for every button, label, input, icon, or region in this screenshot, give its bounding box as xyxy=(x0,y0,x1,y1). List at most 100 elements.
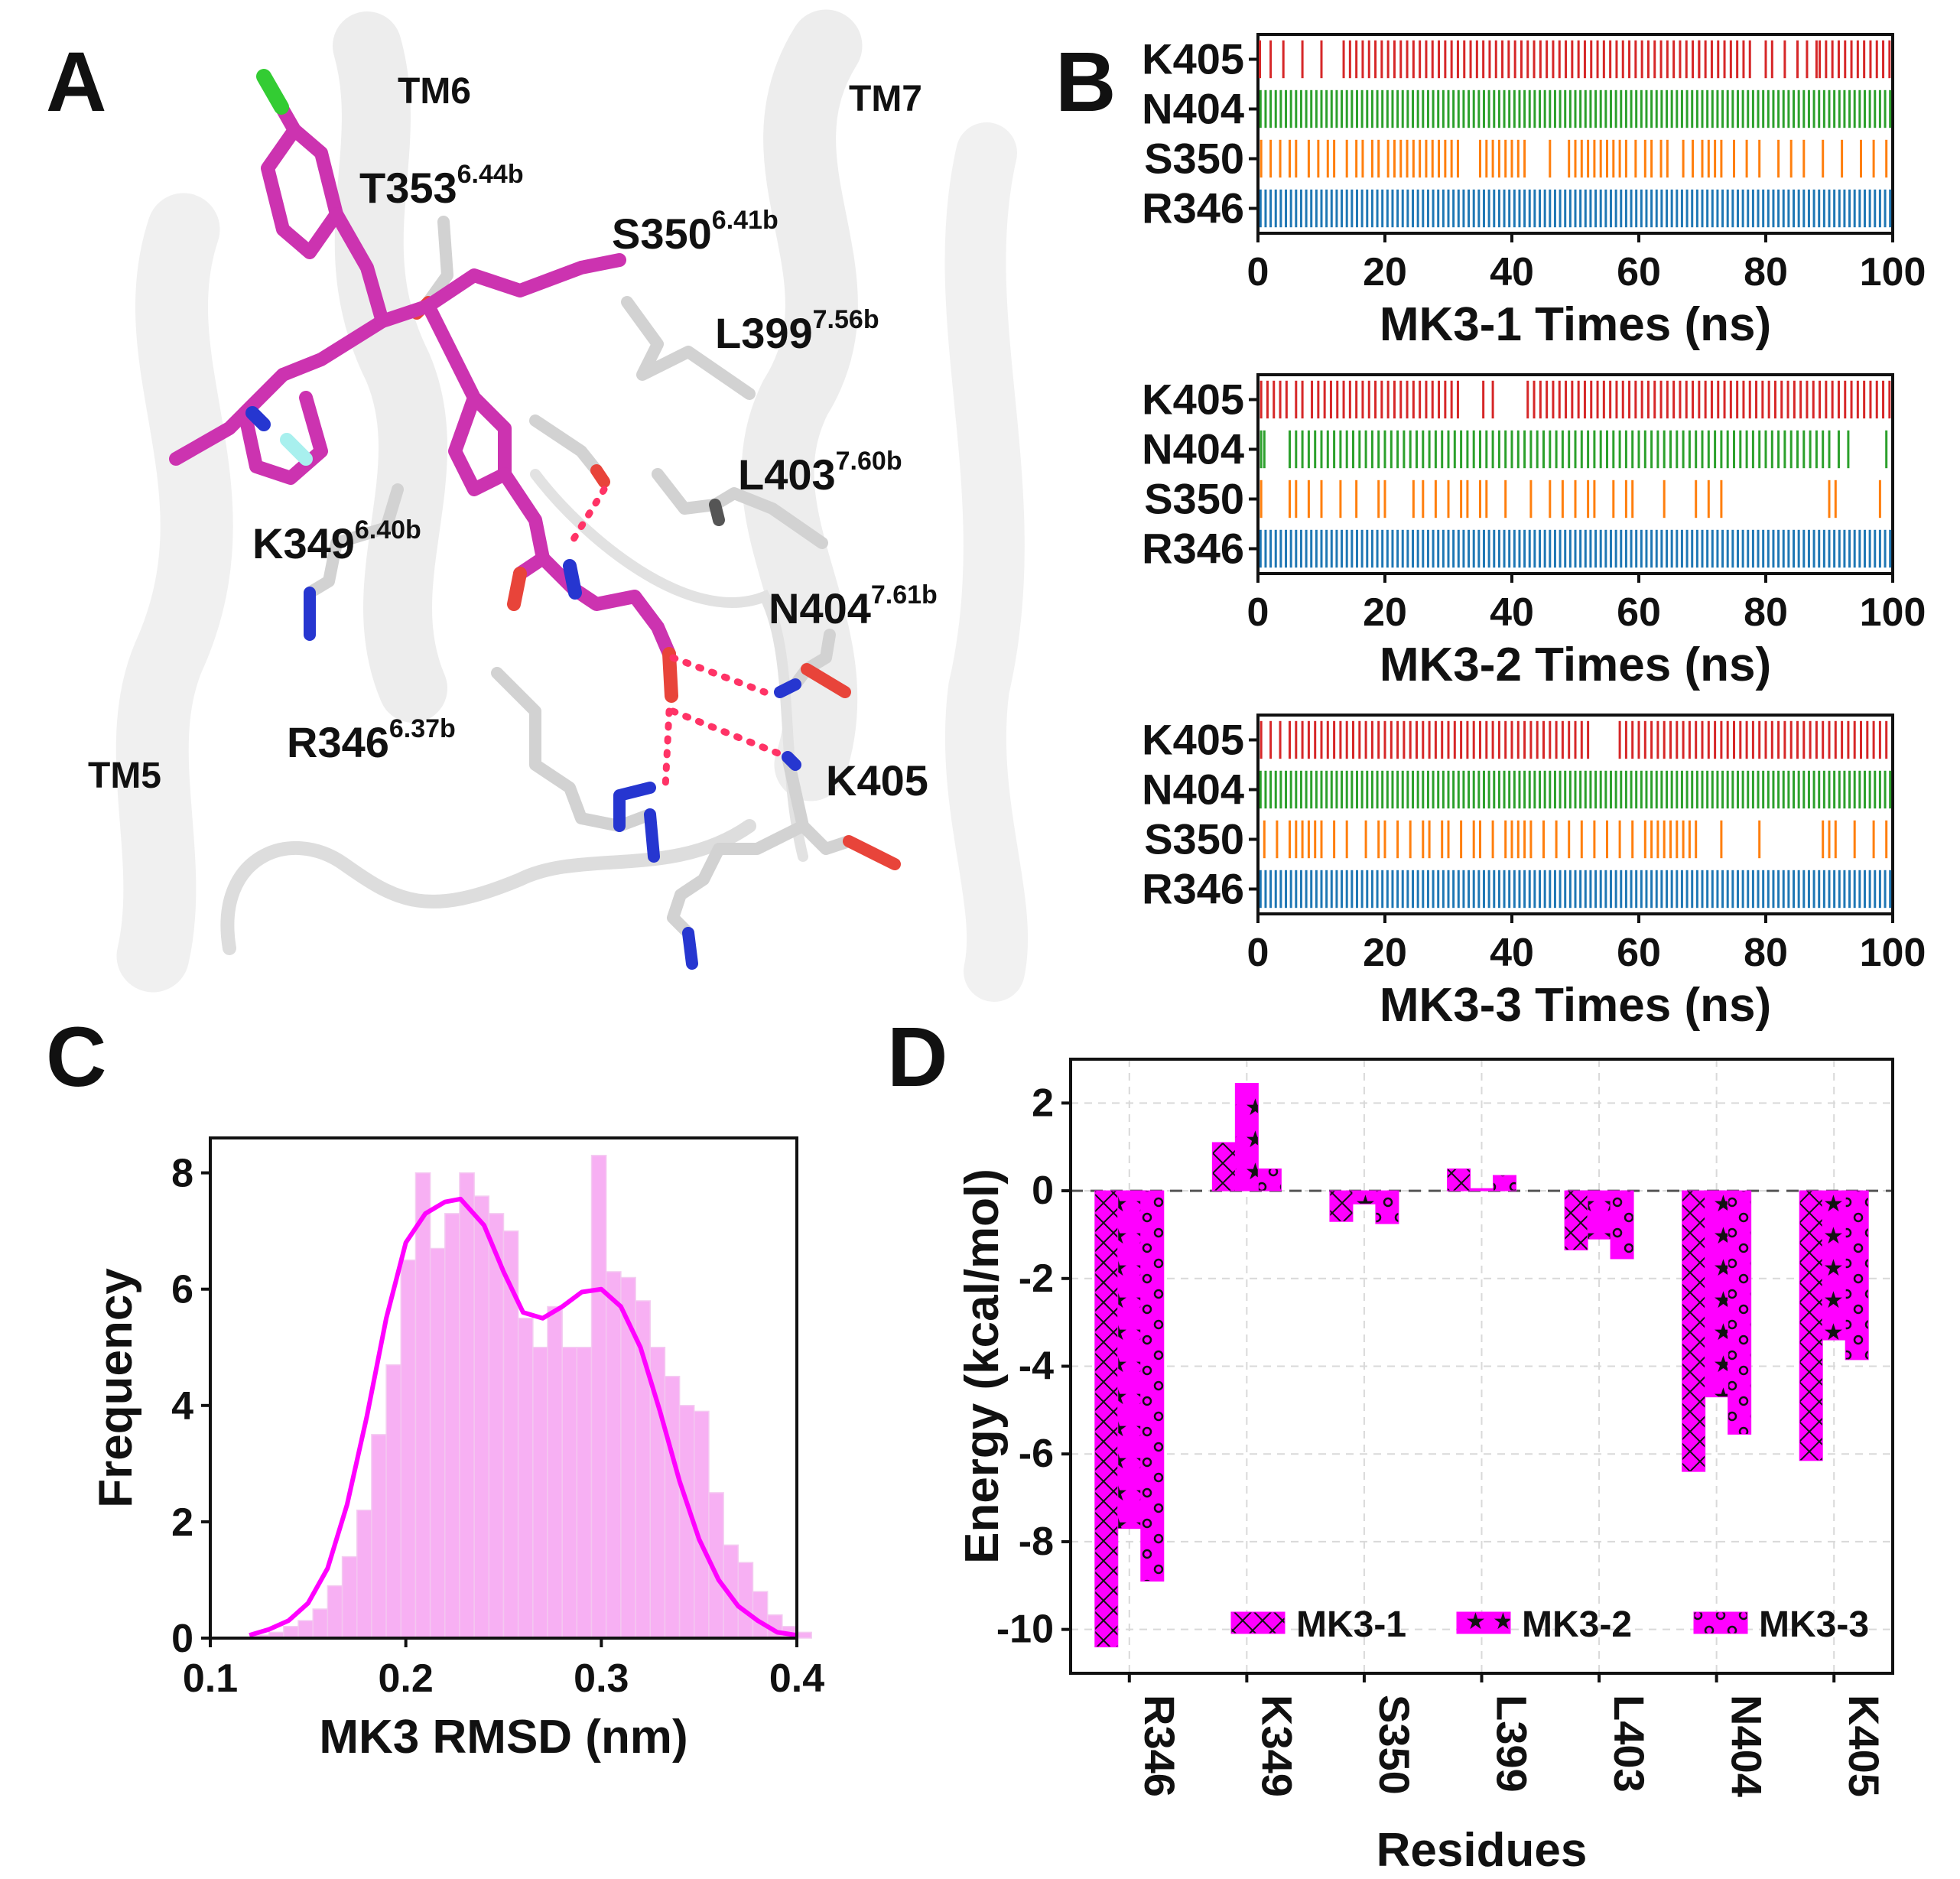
histogram-bar xyxy=(356,1509,372,1639)
residue-name-n404: N404 xyxy=(769,584,871,632)
timeline-row-r346 xyxy=(1259,870,1892,909)
timeline-row-label: N404 xyxy=(1142,85,1244,133)
bar-mk3-2-k349 xyxy=(1234,1083,1259,1191)
timeline-row-r346 xyxy=(1259,529,1892,568)
y-tick-label: 2 xyxy=(1032,1081,1054,1125)
histogram-bar xyxy=(796,1631,812,1639)
histogram-bar xyxy=(590,1155,607,1639)
y-axis-title: Frequency xyxy=(89,1268,142,1508)
x-tick-label: 40 xyxy=(1490,250,1534,294)
residue-name-r346: R346 xyxy=(287,718,389,766)
histogram-bar xyxy=(752,1591,769,1639)
histogram-bar xyxy=(561,1347,578,1639)
histogram-bar xyxy=(737,1562,754,1639)
ligand-oxygen-1 xyxy=(507,567,527,611)
bar-mk3-1-k405 xyxy=(1799,1190,1823,1461)
legend-item-mk3-2: MK3-2 xyxy=(1456,1604,1632,1645)
x-axis-title: Residues xyxy=(1377,1824,1588,1877)
residue-sup-n404: 7.61b xyxy=(871,580,938,610)
residue-sup-l403: 7.60b xyxy=(836,447,902,476)
timeline-row-k405 xyxy=(1260,720,1888,759)
residue-label-t353: T3536.44b xyxy=(359,160,524,212)
histogram-bar xyxy=(400,1259,417,1639)
histogram-bar xyxy=(532,1347,548,1639)
x-tick-label: 60 xyxy=(1617,590,1661,635)
x-tick-label: 0.1 xyxy=(183,1656,238,1701)
histogram-bar xyxy=(297,1620,314,1639)
fluorine-atom xyxy=(280,433,313,466)
x-tick-label: 40 xyxy=(1490,590,1534,635)
bar-mk3-3-s350 xyxy=(1375,1190,1399,1224)
panel-c-letter: C xyxy=(46,1010,106,1104)
timeline-row-label: R346 xyxy=(1142,865,1244,913)
legend-label: MK3-3 xyxy=(1759,1604,1869,1645)
x-tick-label: 100 xyxy=(1860,250,1926,294)
histogram-bar xyxy=(547,1305,563,1639)
x-tick-label: 80 xyxy=(1744,250,1788,294)
bar-mk3-2-s350 xyxy=(1352,1190,1377,1204)
bar-mk3-3-l399 xyxy=(1493,1175,1516,1191)
timeline-row-r346 xyxy=(1259,189,1892,228)
legend-item-mk3-1: MK3-1 xyxy=(1230,1604,1406,1645)
timeline-row-label: R346 xyxy=(1142,184,1244,232)
timeline-row-s350 xyxy=(1260,480,1881,519)
histogram-bar xyxy=(664,1376,681,1639)
residue-name-l399: L399 xyxy=(715,309,813,357)
residue-name-s350: S350 xyxy=(612,210,712,258)
residue-name-k405: K405 xyxy=(826,756,928,805)
x-tick-label: 0.4 xyxy=(769,1656,824,1701)
bar-mk3-1-k349 xyxy=(1211,1142,1236,1191)
y-tick-label: 6 xyxy=(171,1268,193,1312)
bar-mk3-3-n404 xyxy=(1728,1190,1752,1435)
x-axis-title: MK3 RMSD (nm) xyxy=(319,1711,687,1764)
residue-sup-s350: 6.41b xyxy=(712,206,778,235)
legend-label: MK3-1 xyxy=(1296,1604,1406,1645)
timeline-row-label: K405 xyxy=(1142,375,1244,424)
bar-mk3-2-l399 xyxy=(1470,1188,1494,1191)
panel-a-letter: A xyxy=(46,35,106,129)
bar-mk3-3-k405 xyxy=(1845,1190,1869,1360)
histogram-bar xyxy=(327,1585,343,1639)
x-tick-label: L399 xyxy=(1488,1695,1536,1793)
bar-mk3-1-r346 xyxy=(1094,1190,1119,1648)
timeline-row-s350 xyxy=(1260,139,1888,178)
histogram-bar xyxy=(414,1172,431,1639)
residue-sup-k349: 6.40b xyxy=(355,515,421,545)
x-tick-label: 80 xyxy=(1744,590,1788,635)
y-tick-label: -8 xyxy=(1019,1520,1054,1564)
residue-name-k349: K349 xyxy=(252,519,355,567)
x-tick-label: R346 xyxy=(1136,1695,1184,1797)
legend-swatch xyxy=(1693,1611,1748,1634)
x-tick-label: 60 xyxy=(1617,250,1661,294)
bar-mk3-2-k405 xyxy=(1822,1190,1846,1341)
bar-mk3-3-k349 xyxy=(1257,1168,1282,1191)
timeline-row-label: R346 xyxy=(1142,525,1244,573)
timeline-row-label: S350 xyxy=(1144,815,1244,863)
histogram-bar xyxy=(517,1317,534,1639)
timeline-row-n404 xyxy=(1259,89,1892,128)
y-axis-title: Energy (kcal/mol) xyxy=(956,1169,1009,1564)
bar-mk3-1-s350 xyxy=(1329,1190,1354,1222)
legend-label: MK3-2 xyxy=(1522,1604,1632,1645)
legend-swatch xyxy=(1230,1611,1286,1634)
histogram-bar xyxy=(488,1213,505,1639)
x-tick-label: 60 xyxy=(1617,931,1661,975)
y-tick-label: -6 xyxy=(1019,1432,1054,1476)
x-tick-label: K405 xyxy=(1840,1695,1888,1797)
panel-a-structure: A TM6 TM7 TM5 T3536.44b S3506.41b L3997.… xyxy=(46,9,1036,1002)
histogram-bar xyxy=(444,1213,460,1639)
histogram-bar xyxy=(459,1172,475,1639)
timeline-row-n404 xyxy=(1259,770,1892,809)
x-tick-label: 20 xyxy=(1363,590,1407,635)
bar-mk3-2-n404 xyxy=(1705,1190,1729,1398)
helix-label-tm7: TM7 xyxy=(849,79,922,119)
histogram-bar xyxy=(473,1195,490,1639)
hydrogen-bonds xyxy=(570,486,791,792)
residue-label-l399: L3997.56b xyxy=(715,305,879,357)
timeline-row-k405 xyxy=(1258,40,1891,79)
timeline-row-label: N404 xyxy=(1142,425,1244,473)
x-tick-label: 20 xyxy=(1363,250,1407,294)
legend-item-mk3-3: MK3-3 xyxy=(1693,1604,1869,1645)
